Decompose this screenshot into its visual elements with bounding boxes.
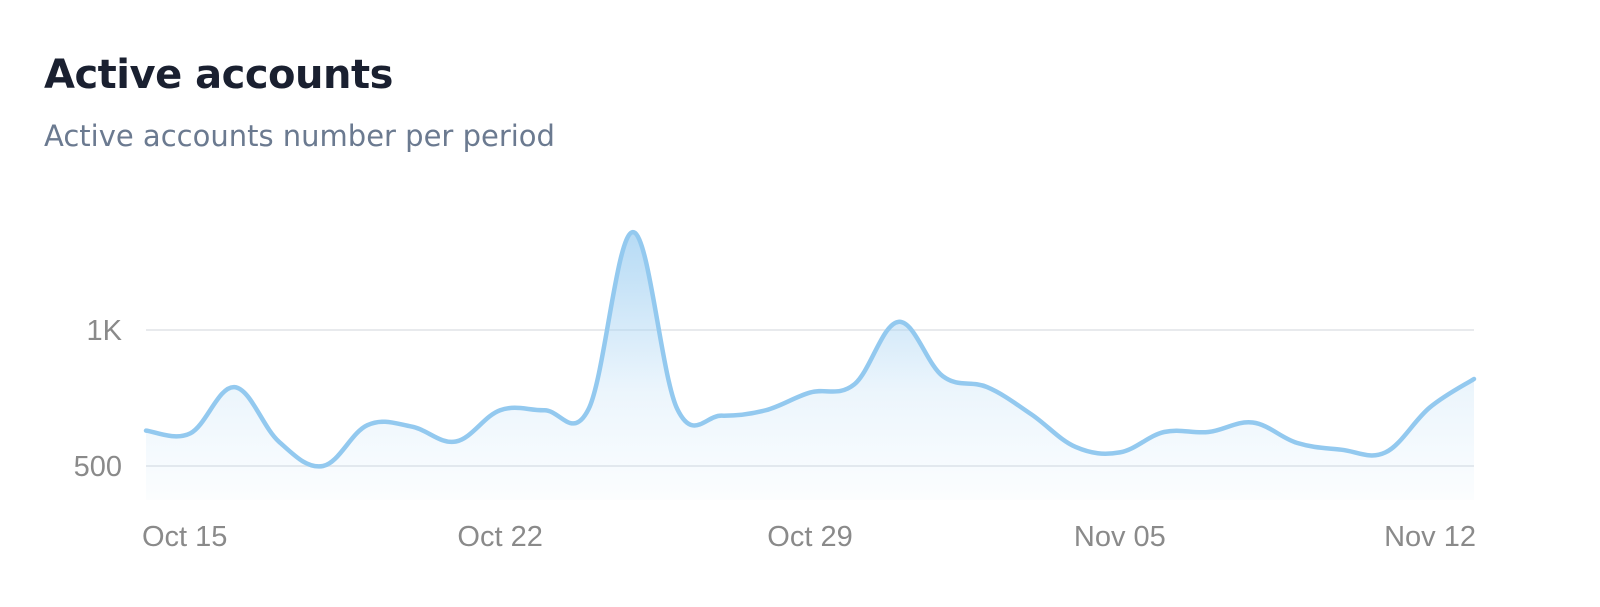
y-tick-label: 1K	[87, 315, 123, 347]
y-tick-label: 500	[74, 451, 122, 483]
line-layer	[143, 229, 1477, 469]
x-tick-label: Oct 22	[457, 521, 542, 553]
x-tick-label: Oct 29	[767, 521, 852, 553]
series-area	[146, 232, 1474, 500]
x-tick-label: Nov 05	[1074, 521, 1166, 553]
chart-title: Active accounts	[44, 52, 393, 98]
x-tick-label: Nov 12	[1384, 521, 1476, 553]
series-line	[143, 229, 1477, 469]
chart-subtitle: Active accounts number per period	[44, 119, 555, 153]
x-tick-label: Oct 15	[142, 521, 227, 553]
x-axis: Oct 15 Oct 22 Oct 29 Nov 05 Nov 12	[142, 521, 1476, 553]
y-axis: 500 1K	[74, 315, 123, 483]
area-layer	[146, 232, 1474, 500]
